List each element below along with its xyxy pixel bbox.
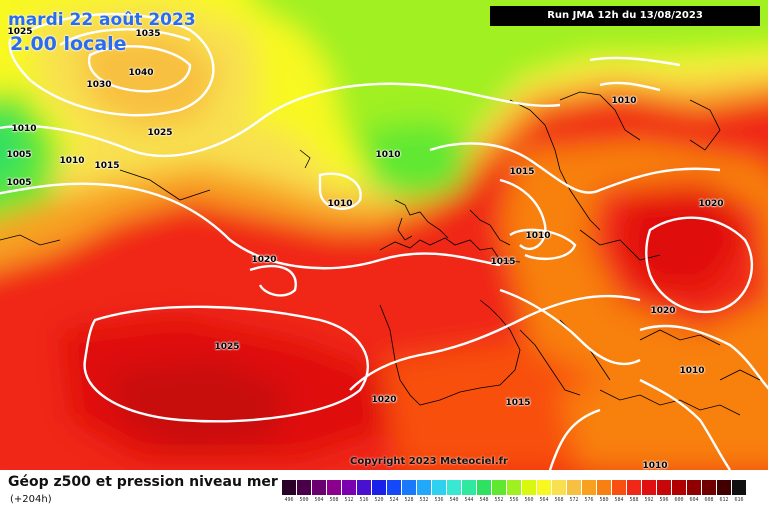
scale-swatch [642, 480, 656, 495]
scale-swatch [387, 480, 401, 495]
isobar-label: 1010 [11, 124, 37, 134]
isobar-label: 1035 [135, 29, 161, 39]
scale-tick-label: 520 [374, 497, 384, 503]
scale-tick-label: 508 [329, 497, 339, 503]
scale-swatch [402, 480, 416, 495]
isobar-label: 1010 [59, 156, 85, 166]
isobar-label: 1015 [505, 398, 531, 408]
scale-swatch [447, 480, 461, 495]
isobar-label: 1040 [128, 68, 154, 78]
scale-tick-label: 528 [404, 497, 414, 503]
scale-tick-label: 608 [704, 497, 714, 503]
isobar-label: 1010 [327, 199, 353, 209]
isobar-label: 1015 [94, 161, 120, 171]
isobar-label: 1015 [509, 167, 535, 177]
scale-tick-label: 516 [359, 497, 369, 503]
legend-bar: Géop z500 et pression niveau mer (+204h)… [0, 470, 768, 512]
isobar-label: 1025 [214, 342, 240, 352]
isobar-label: 1005 [6, 178, 32, 188]
isobar-label: 1020 [251, 255, 277, 265]
scale-tick-label: 592 [644, 497, 654, 503]
scale-swatch [612, 480, 626, 495]
isobar-label: 1010 [525, 231, 551, 241]
isobar-label: 1020 [371, 395, 397, 405]
color-scale: 496 500 504 508 512 516 520 524 528 532 536 540 544 5… [282, 480, 746, 506]
scale-tick-label: 616 [734, 497, 744, 503]
forecast-local-time: 2.00 locale [10, 33, 127, 55]
isobar-label: 1020 [650, 306, 676, 316]
scale-tick-label: 584 [614, 497, 624, 503]
scale-swatch [327, 480, 341, 495]
scale-swatch [597, 480, 611, 495]
scale-tick-label: 596 [659, 497, 669, 503]
copyright-notice: Copyright 2023 Meteociel.fr [350, 456, 508, 467]
scale-swatch [507, 480, 521, 495]
scale-tick-label: 560 [524, 497, 534, 503]
scale-swatch [567, 480, 581, 495]
field-title: Géop z500 et pression niveau mer [8, 474, 278, 490]
isobar-label: 1010 [375, 150, 401, 160]
scale-swatch [582, 480, 596, 495]
scale-swatch [297, 480, 311, 495]
scale-tick-label: 552 [494, 497, 504, 503]
scale-swatch [492, 480, 506, 495]
scale-swatch [417, 480, 431, 495]
scale-tick-label: 544 [464, 497, 474, 503]
scale-tick-label: 572 [569, 497, 579, 503]
scale-tick-label: 504 [314, 497, 324, 503]
scale-tick-label: 612 [719, 497, 729, 503]
scale-swatch [312, 480, 326, 495]
isobar-label: 1030 [86, 80, 112, 90]
scale-swatch [552, 480, 566, 495]
scale-swatch [717, 480, 731, 495]
scale-tick-label: 524 [389, 497, 399, 503]
scale-swatch [282, 480, 296, 495]
scale-swatch [657, 480, 671, 495]
scale-swatch [372, 480, 386, 495]
scale-tick-label: 580 [599, 497, 609, 503]
isobar-label: 1015 [490, 257, 516, 267]
scale-tick-label: 512 [344, 497, 354, 503]
scale-swatch [477, 480, 491, 495]
scale-swatch [537, 480, 551, 495]
scale-tick-label: 500 [299, 497, 309, 503]
model-run-info: Run JMA 12h du 13/08/2023 [490, 6, 760, 26]
scale-tick-label: 556 [509, 497, 519, 503]
scale-swatch [522, 480, 536, 495]
lead-time: (+204h) [10, 494, 52, 505]
scale-tick-label: 564 [539, 497, 549, 503]
scale-tick-label: 604 [689, 497, 699, 503]
isobar-label: 1025 [7, 27, 33, 37]
isobar-label: 1010 [611, 96, 637, 106]
scale-swatch [462, 480, 476, 495]
scale-tick-label: 576 [584, 497, 594, 503]
isobars [0, 12, 768, 470]
scale-tick-label: 536 [434, 497, 444, 503]
scale-swatch [357, 480, 371, 495]
scale-swatch [342, 480, 356, 495]
forecast-date: mardi 22 août 2023 [8, 10, 196, 30]
scale-tick-label: 568 [554, 497, 564, 503]
isobar-label: 1025 [147, 128, 173, 138]
scale-swatch [732, 480, 746, 495]
isobar-label: 1005 [6, 150, 32, 160]
scale-tick-label: 496 [284, 497, 294, 503]
isobar-label: 1010 [679, 366, 705, 376]
scale-tick-label: 532 [419, 497, 429, 503]
isobar-label: 1010 [642, 461, 668, 470]
scale-tick-label: 540 [449, 497, 459, 503]
scale-tick-label: 600 [674, 497, 684, 503]
weather-map: mardi 22 août 2023 2.00 locale Run JMA 1… [0, 0, 768, 470]
scale-swatch [432, 480, 446, 495]
isobar-label: 1020 [698, 199, 724, 209]
scale-swatch [627, 480, 641, 495]
geopotential-field [0, 0, 768, 470]
scale-swatch [672, 480, 686, 495]
scale-tick-label: 588 [629, 497, 639, 503]
scale-swatch [702, 480, 716, 495]
scale-swatch [687, 480, 701, 495]
scale-tick-label: 548 [479, 497, 489, 503]
